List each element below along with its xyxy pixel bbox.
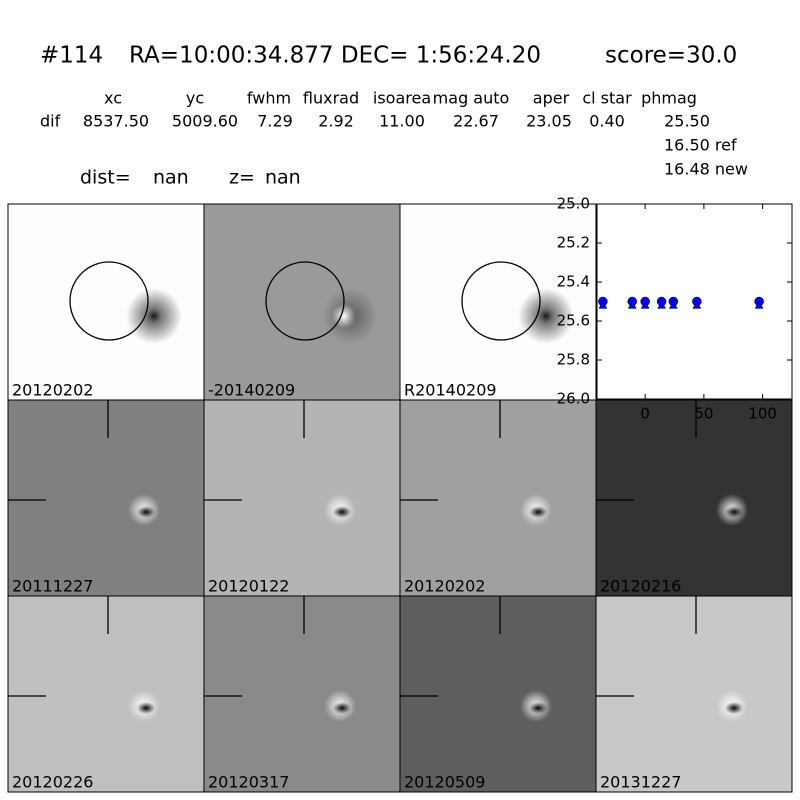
z-label: z= (229, 167, 255, 189)
point-triangle (692, 300, 702, 309)
aperture (461, 261, 541, 341)
column-header: phmag (641, 89, 697, 108)
panel-bg (203, 399, 401, 597)
panel-label: -20140209 (208, 381, 295, 400)
point-triangle (598, 300, 608, 309)
image-panel: 20120216 (595, 399, 793, 597)
image-panel: 20120317 (203, 595, 401, 793)
panel-bg (7, 595, 205, 793)
point-triangle (668, 300, 678, 309)
x-tick-label: 100 (748, 405, 777, 423)
column-header: isoarea (373, 89, 431, 108)
row-label: dif (40, 112, 61, 131)
cell: 7.29 (257, 112, 293, 131)
panel-label: 20120509 (404, 773, 485, 792)
aperture (265, 261, 345, 341)
panel-label: 20131227 (600, 773, 681, 792)
image-panel: 20120202 (7, 203, 205, 401)
image-panel: R20140209 (399, 203, 597, 401)
title-id: #114 (40, 43, 103, 69)
column-header: mag auto (433, 89, 510, 108)
image-panel: 20120226 (7, 595, 205, 793)
panel-label: 20120216 (600, 577, 681, 596)
panel-label: 20120317 (208, 773, 289, 792)
panel-label: 20120122 (208, 577, 289, 596)
panel-bg (203, 595, 401, 793)
y-tick-label: 25.2 (557, 234, 590, 252)
cell: 23.05 (526, 112, 572, 131)
image-panel: 20120122 (203, 399, 401, 597)
panel-label: 20120226 (12, 773, 93, 792)
panel-label: R20140209 (404, 381, 497, 400)
cell: 11.00 (379, 112, 425, 131)
column-header: aper (533, 89, 570, 108)
point-triangle (754, 300, 764, 309)
cell: 22.67 (453, 112, 499, 131)
y-tick-label: 25.4 (557, 273, 590, 291)
new-mag: 16.48 new (664, 160, 748, 179)
dark-core (725, 506, 743, 518)
column-header: fluxrad (303, 89, 359, 108)
dist-label: dist= (80, 167, 131, 189)
x-tick-label: 50 (694, 405, 713, 423)
dark-core (333, 702, 351, 714)
column-header: yc (186, 89, 204, 108)
cell: 8537.50 (83, 112, 149, 131)
aperture (69, 261, 149, 341)
image-panel: 20131227 (595, 595, 793, 793)
point-triangle (627, 300, 637, 309)
dark-core (137, 506, 155, 518)
y-tick-label: 25.8 (557, 351, 590, 369)
image-panel: -20140209 (203, 203, 401, 401)
point-triangle (657, 300, 667, 309)
y-tick-label: 26.0 (557, 390, 590, 408)
dist-value: nan (153, 167, 189, 189)
cell: 0.40 (589, 112, 625, 131)
cell: 25.50 (664, 112, 710, 131)
panel-bg (7, 399, 205, 597)
panel-bg (595, 399, 793, 597)
y-tick-label: 25.0 (557, 195, 590, 213)
cell: 2.92 (318, 112, 354, 131)
panel-label: 20120202 (404, 577, 485, 596)
x-tick-label: 0 (640, 405, 650, 423)
panel-bg (399, 595, 597, 793)
image-panel: 20120509 (399, 595, 597, 793)
dark-core (529, 702, 547, 714)
column-header: cl star (582, 89, 632, 108)
panel-bg (595, 595, 793, 793)
star-halo (518, 288, 574, 344)
panel-label: 20120202 (12, 381, 93, 400)
dark-core (333, 506, 351, 518)
title-coords: RA=10:00:34.877 DEC= 1:56:24.20 (129, 43, 541, 69)
column-header: fwhm (247, 89, 291, 108)
z-value: nan (265, 167, 301, 189)
image-panel: 20120202 (399, 399, 597, 597)
dark-core (137, 702, 155, 714)
image-panel: 20111227 (7, 399, 205, 597)
dark-core (529, 506, 547, 518)
cell: 5009.60 (172, 112, 238, 131)
ref-mag: 16.50 ref (664, 136, 737, 155)
dark-core (725, 702, 743, 714)
panel-bg (399, 399, 597, 597)
star-halo (126, 288, 182, 344)
point-triangle (640, 300, 650, 309)
panel-label: 20111227 (12, 577, 93, 596)
y-tick-label: 25.6 (557, 312, 590, 330)
title-score: score=30.0 (605, 43, 737, 69)
column-header: xc (104, 89, 122, 108)
